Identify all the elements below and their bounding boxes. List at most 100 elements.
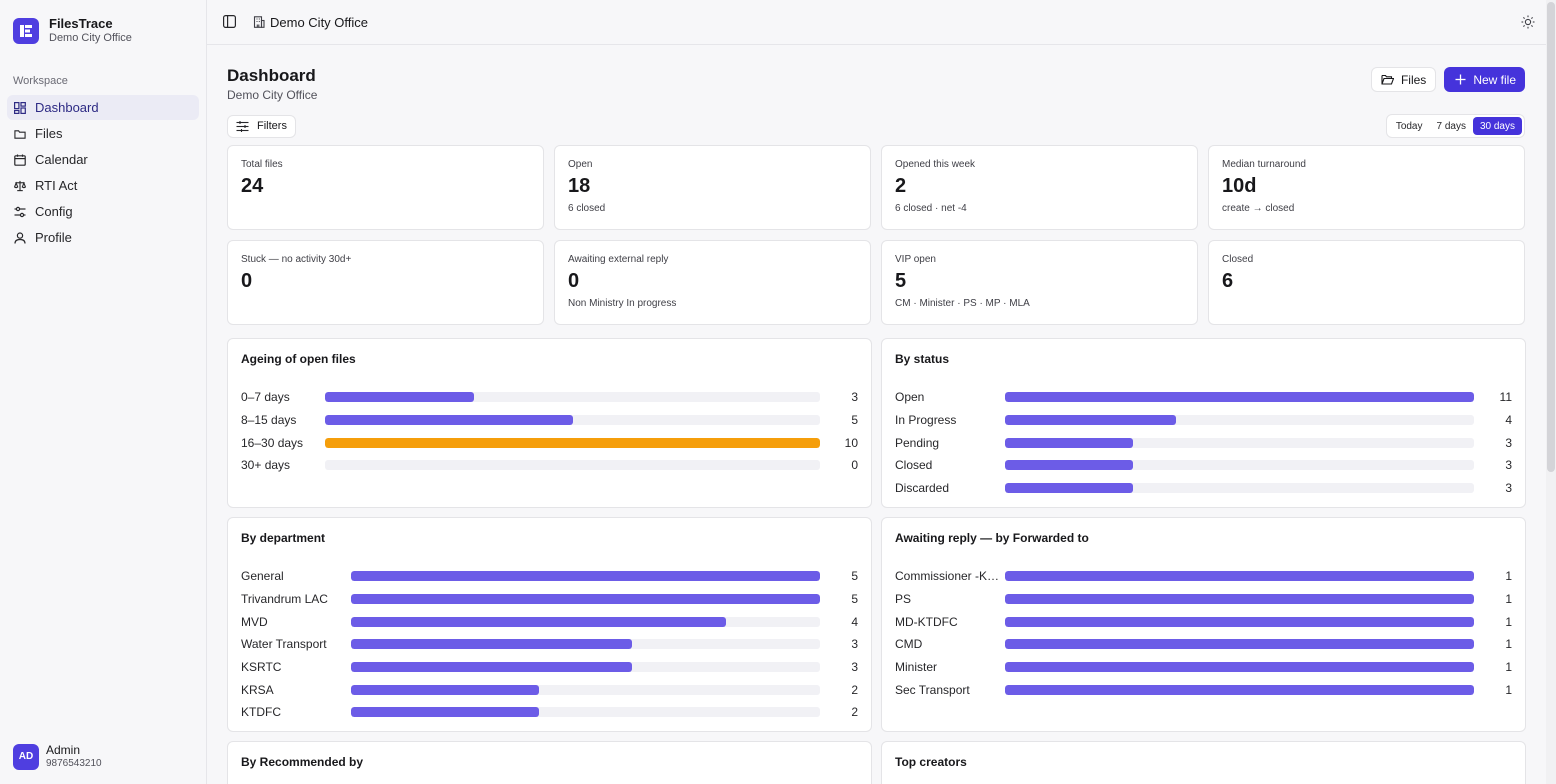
user-menu[interactable]: AD Admin 9876543210 (13, 743, 102, 770)
sidebar-item-dashboard[interactable]: Dashboard (7, 95, 199, 120)
bar-row[interactable]: Sec Transport 1 (895, 678, 1512, 701)
range-30-days[interactable]: 30 days (1472, 117, 1522, 135)
sidebar-item-files[interactable]: Files (7, 121, 199, 146)
bar-row[interactable]: Trivandrum LAC 5 (241, 588, 858, 611)
bar-label: CMD (895, 637, 923, 652)
bar-label: Trivandrum LAC (241, 592, 328, 607)
bar-count: 1 (1505, 592, 1512, 607)
panels-row-3: By Recommended by Top creators (227, 741, 1526, 784)
bar-label: Sec Transport (895, 682, 970, 697)
bar-label: Minister (895, 660, 938, 675)
dashboard-content: Dashboard Demo City Office Files New fil… (207, 67, 1556, 784)
stat-value: 6 (1222, 270, 1234, 292)
panel-title: By Recommended by (241, 755, 364, 769)
bar-row[interactable]: In Progress 4 (895, 409, 1512, 432)
bar-count: 3 (1505, 435, 1512, 450)
stat-card-stuck[interactable]: Stuck — no activity 30d+ 0 (227, 240, 544, 325)
bar-row[interactable]: Commissioner -KR… 1 (895, 565, 1512, 588)
page-header: Dashboard Demo City Office Files New fil… (227, 67, 1525, 104)
dashboard-icon (14, 101, 26, 114)
bar-track (1005, 437, 1474, 448)
bar-row[interactable]: 0–7 days 3 (241, 386, 858, 409)
stat-card-open[interactable]: Open 18 6 closed (554, 145, 871, 230)
bar-label: Closed (895, 458, 933, 473)
new-file-button[interactable]: New file (1444, 67, 1525, 92)
stat-value: 10d (1222, 175, 1257, 197)
user-phone: 9876543210 (46, 758, 102, 769)
stat-value: 0 (241, 270, 253, 292)
bar-row[interactable]: 8–15 days 5 (241, 409, 858, 432)
bar-label: Discarded (895, 481, 950, 496)
folder-open-icon (1381, 74, 1394, 85)
bar-label: General (241, 569, 284, 584)
files-button[interactable]: Files (1370, 67, 1437, 92)
scrollbar-thumb[interactable] (1547, 2, 1555, 472)
bar-track (1005, 684, 1474, 695)
bar-row[interactable]: Pending 3 (895, 431, 1512, 454)
office-title: Demo City Office (270, 14, 369, 30)
stat-card-median-turnaround[interactable]: Median turnaround 10d create → closed (1208, 145, 1525, 230)
bar-row[interactable]: Discarded 3 (895, 477, 1512, 500)
bar-row[interactable]: MD-KTDFC 1 (895, 610, 1512, 633)
sidebar-item-label: RTI Act (35, 178, 78, 193)
panels-row-1: Ageing of open files 0–7 days 3 8–15 days 5… (227, 338, 1526, 508)
sidebar-item-config[interactable]: Config (7, 199, 199, 224)
panel-recommended: By Recommended by (227, 741, 872, 784)
bar-track (325, 415, 820, 426)
bar-row[interactable]: CMD 1 (895, 633, 1512, 656)
bar-track (351, 684, 820, 695)
bar-label: In Progress (895, 413, 957, 428)
bar-label: KSRTC (241, 660, 282, 675)
range-today[interactable]: Today (1395, 120, 1423, 132)
stat-card-total-files[interactable]: Total files 24 (227, 145, 544, 230)
sidebar-item-rti-act[interactable]: RTI Act (7, 173, 199, 198)
bar-row[interactable]: KSRTC 3 (241, 656, 858, 679)
bar-count: 1 (1505, 660, 1512, 675)
brand-logo-icon (13, 17, 39, 44)
sidebar-toggle-icon[interactable] (223, 15, 237, 29)
stat-label: Awaiting external reply (568, 254, 669, 265)
bar-row[interactable]: 30+ days 0 (241, 454, 858, 477)
bar-row[interactable]: PS 1 (895, 588, 1512, 611)
bar-row[interactable]: KTDFC 2 (241, 701, 858, 724)
brand-office: Demo City Office (49, 32, 132, 44)
bar-row[interactable]: KRSA 2 (241, 678, 858, 701)
bar-fill (1005, 460, 1133, 471)
bar-row[interactable]: 16–30 days 10 (241, 431, 858, 454)
bar-fill (351, 594, 820, 605)
stat-card-vip-open[interactable]: VIP open 5 CM · Minister · PS · MP · MLA (881, 240, 1198, 325)
bar-label: PS (895, 592, 912, 607)
panel-department: By department General 5 Trivandrum LAC 5 MVD… (227, 517, 872, 732)
bar-count: 3 (851, 637, 858, 652)
bar-row[interactable]: Water Transport 3 (241, 633, 858, 656)
bar-row[interactable]: MVD 4 (241, 610, 858, 633)
avatar: AD (13, 743, 39, 770)
stat-card-awaiting-external-reply[interactable]: Awaiting external reply 0 Non Ministry I… (554, 240, 871, 325)
sidebar-item-label: Files (35, 126, 63, 141)
workspace-label: Workspace (13, 75, 68, 87)
bar-track (1005, 571, 1474, 582)
stat-cards: Total files 24 Open 18 6 closed Opened t… (227, 145, 1525, 325)
panel-ageing: Ageing of open files 0–7 days 3 8–15 days 5… (227, 338, 872, 508)
stat-card-opened-this-week[interactable]: Opened this week 2 6 closed · net -4 (881, 145, 1198, 230)
bar-track (1005, 639, 1474, 650)
bar-row[interactable]: General 5 (241, 565, 858, 588)
bar-row[interactable]: Minister 1 (895, 656, 1512, 679)
theme-toggle-sun-icon[interactable] (1521, 15, 1535, 29)
bar-track (325, 460, 820, 471)
panel-title: Awaiting reply — by Forwarded to (895, 531, 1089, 545)
sidebar-item-profile[interactable]: Profile (7, 225, 199, 250)
sidebar-item-calendar[interactable]: Calendar (7, 147, 199, 172)
brand[interactable]: FilesTrace Demo City Office (0, 0, 206, 44)
range-7-days[interactable]: 7 days (1436, 120, 1466, 132)
bar-row[interactable]: Closed 3 (895, 454, 1512, 477)
bar-count: 11 (1499, 390, 1512, 405)
stat-card-closed[interactable]: Closed 6 (1208, 240, 1525, 325)
filters-button[interactable]: Filters (227, 114, 296, 138)
bar-row[interactable]: Open 11 (895, 386, 1512, 409)
page-scrollbar[interactable] (1546, 0, 1556, 784)
bar-track (351, 662, 820, 673)
bar-count: 0 (851, 458, 858, 473)
bar-fill (351, 707, 539, 718)
date-range-toggle: Today 7 days 30 days (1385, 114, 1525, 138)
